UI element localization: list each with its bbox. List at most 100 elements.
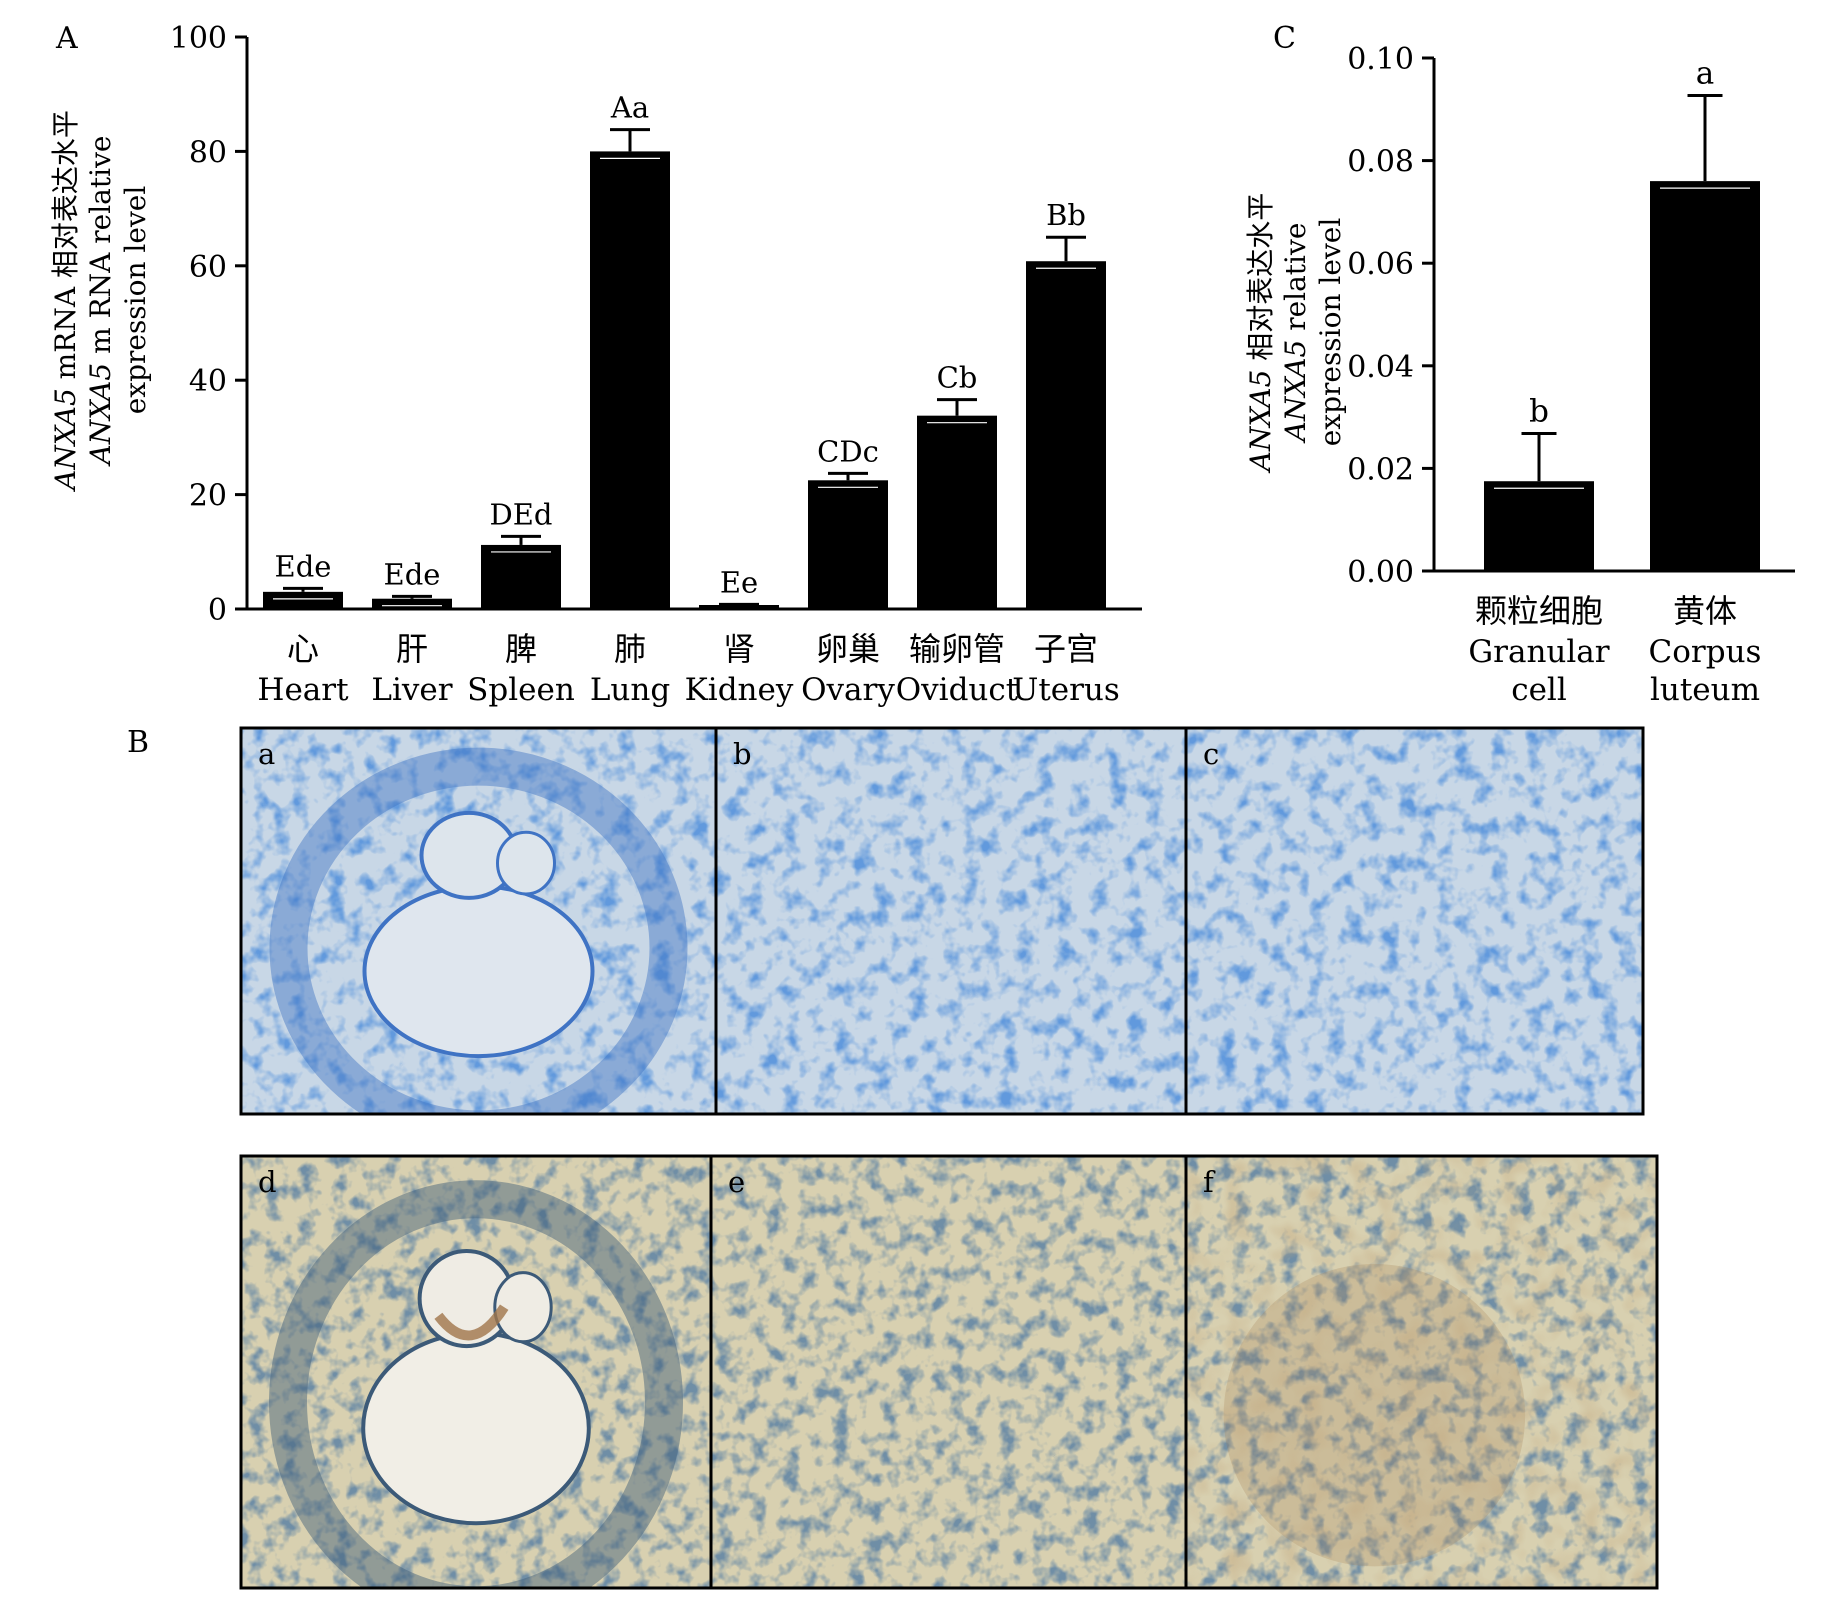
y-tick-label: 0.08 (1347, 145, 1414, 180)
significance-label: Bb (1046, 198, 1086, 232)
category-label-en: Corpus (1649, 634, 1762, 670)
micrograph-image (241, 1156, 711, 1588)
micrograph-image (711, 1156, 1186, 1588)
micrograph-frame (1184, 1154, 1659, 1590)
category-label-en: cell (1511, 672, 1567, 708)
category-label-en: Kidney (685, 672, 794, 708)
micrograph-f: f (1184, 1154, 1659, 1590)
panel-label-c: C (1273, 21, 1296, 56)
granulosa-layer (269, 747, 688, 1114)
granulosa-layer (269, 1180, 683, 1588)
bar (1484, 481, 1594, 571)
y-tick-label: 0 (208, 593, 227, 628)
y-axis-label-text: 相对表达水平 (1244, 193, 1277, 370)
bar (808, 480, 888, 609)
category-label-cn: 颗粒细胞 (1475, 592, 1603, 630)
category-label-cn: 肾 (723, 630, 755, 668)
category-label-cn: 脾 (505, 630, 537, 668)
category-label-en: Granular (1468, 634, 1609, 670)
positive-stain (1186, 1156, 1657, 1588)
micrograph-b: b (714, 726, 1188, 1116)
y-axis-label-gene: ANXA5 (1244, 370, 1277, 475)
category-label-en: Lung (590, 672, 670, 708)
y-tick-label: 0.06 (1347, 247, 1414, 282)
y-axis-label-line: ANXA5 相对表达水平 (1244, 193, 1277, 475)
y-axis-label-gene: ANXA5 (1279, 340, 1312, 445)
y-tick-label: 80 (189, 135, 227, 170)
micrograph-label: a (258, 737, 275, 771)
category-label-cn: 子宫 (1034, 630, 1098, 668)
micrograph-image (241, 728, 716, 1114)
bar (1650, 181, 1760, 571)
antrum (361, 1331, 591, 1526)
significance-label: b (1529, 394, 1549, 430)
y-axis-label-text: expression level (119, 186, 152, 415)
y-axis-label-line: ANXA5 mRNA 相对表达水平 (49, 110, 82, 493)
y-tick-label: 0.00 (1347, 555, 1414, 590)
micrograph-e: e (709, 1154, 1188, 1590)
category-label-en: Spleen (467, 672, 575, 708)
category-label-en: luteum (1650, 672, 1760, 708)
micrograph-label: e (728, 1165, 745, 1199)
significance-label: Aa (610, 91, 649, 125)
category-label-cn: 肺 (614, 630, 646, 668)
tissue-cells (716, 728, 1186, 1114)
y-axis-label-line: expression level (119, 186, 152, 415)
category-label-en: Heart (257, 672, 349, 708)
y-axis-label-text: mRNA 相对表达水平 (49, 110, 82, 388)
y-tick-label: 0.04 (1347, 350, 1414, 385)
significance-label: Ede (275, 549, 332, 583)
y-axis-label-text: relative (1279, 223, 1312, 340)
chart-c: 0.00 0.02 0.04 0.06 0.08 0.10 ANXA5 相对表达水平ANXA… (1244, 42, 1795, 708)
bar (263, 591, 343, 609)
bar (481, 544, 561, 609)
micrograph-d: d (239, 1154, 713, 1590)
positive-stain (434, 1304, 509, 1341)
category-label-en: Oviduct (896, 672, 1019, 708)
category-label-en: Ovary (801, 672, 895, 708)
y-axis-label-text: m RNA relative (84, 136, 117, 363)
category-label-cn: 输卵管 (909, 630, 1005, 668)
significance-label: Cb (937, 361, 978, 395)
significance-label: CDc (817, 434, 879, 468)
category-label-cn: 肝 (396, 630, 428, 668)
bar (699, 605, 779, 609)
bar (917, 415, 997, 609)
y-tick-label: 100 (170, 21, 227, 56)
significance-label: DEd (490, 497, 553, 531)
micrograph-grid: a b c d e f (239, 726, 1659, 1590)
bar (1026, 261, 1106, 609)
zona-pellucida (493, 1271, 553, 1344)
zona-pellucida (496, 830, 556, 896)
category-label-cn: 黄体 (1673, 592, 1737, 630)
y-axis-label-line: ANXA5 relative (1279, 223, 1312, 445)
y-tick-label: 40 (189, 364, 227, 399)
category-label-cn: 卵巢 (816, 630, 880, 668)
y-axis-label-gene: ANXA5 (84, 363, 117, 468)
micrograph-label: f (1203, 1165, 1216, 1199)
bar (372, 598, 452, 609)
significance-label: a (1696, 55, 1714, 91)
antrum (362, 884, 595, 1059)
significance-label: Ee (720, 565, 758, 599)
micrograph-a: a (239, 726, 718, 1116)
significance-label: Ede (384, 557, 441, 591)
y-axis-label-line: ANXA5 m RNA relative (84, 136, 117, 468)
panel-label-b: B (127, 725, 149, 760)
y-tick-label: 60 (189, 250, 227, 285)
micrograph-label: c (1203, 737, 1219, 771)
y-axis-label-text: expression level (1314, 218, 1347, 447)
bar (590, 151, 670, 609)
category-label-cn: 心 (287, 630, 319, 668)
micrograph-label: d (258, 1165, 277, 1199)
y-tick-label: 20 (189, 479, 227, 514)
category-label-en: Uterus (1012, 672, 1120, 708)
micrograph-label: b (733, 737, 752, 771)
micrograph-image (1186, 1156, 1657, 1588)
micrograph-frame (1184, 726, 1645, 1116)
y-tick-label: 0.10 (1347, 42, 1414, 77)
y-tick-label: 0.02 (1347, 452, 1414, 487)
